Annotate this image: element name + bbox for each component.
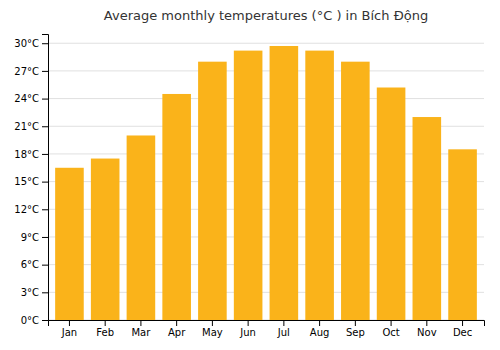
y-tick-label: 6°C [21, 259, 39, 270]
x-tick: Oct [382, 320, 399, 338]
y-tick-mark [42, 292, 48, 293]
y-tick-mark [42, 154, 48, 155]
y-tick-mark [42, 99, 48, 100]
y-tick: 18°C [14, 149, 48, 160]
x-tick-mark [140, 320, 141, 326]
x-tick-label: Mar [131, 327, 151, 338]
bar [162, 94, 191, 320]
bar [198, 62, 227, 320]
y-tick: 21°C [14, 121, 48, 132]
grid-line [48, 70, 484, 71]
y-tick-label: 3°C [21, 287, 39, 298]
x-tick-label: Apr [168, 327, 186, 338]
x-axis-line [49, 321, 485, 327]
y-tick: 15°C [14, 176, 48, 187]
y-axis-line [42, 35, 49, 321]
x-tick-label: Feb [96, 327, 114, 338]
bar [305, 51, 334, 320]
bar [413, 117, 442, 320]
x-tick: Mar [131, 320, 151, 338]
y-tick-label: 27°C [14, 66, 39, 77]
x-tick: Nov [417, 320, 437, 338]
x-tick-label: Nov [417, 327, 437, 338]
y-tick: 0°C [21, 315, 48, 326]
bar [55, 168, 84, 320]
y-tick-mark [42, 320, 48, 321]
y-tick-mark [42, 209, 48, 210]
y-tick: 24°C [14, 93, 48, 104]
x-tick-mark [248, 320, 249, 326]
y-tick-label: 12°C [14, 204, 39, 215]
y-tick-mark [42, 126, 48, 127]
x-tick-label: Sep [346, 327, 365, 338]
x-tick: May [202, 320, 223, 338]
x-tick-mark [319, 320, 320, 326]
bar [127, 135, 156, 320]
x-tick-mark [462, 320, 463, 326]
y-tick-mark [42, 43, 48, 44]
bars [55, 46, 477, 320]
plot: Jan Feb Mar Apr May Jun Jul Aug Sep Oct Nov Dec 0°C 3… [14, 35, 484, 339]
title: Average monthly temperatures (°C ) in Bí… [104, 8, 428, 23]
y-tick: 30°C [14, 38, 48, 49]
y-tick-label: 15°C [14, 176, 39, 187]
y-tick-label: 30°C [14, 38, 39, 49]
y-tick: 27°C [14, 66, 48, 77]
x-tick-mark [69, 320, 70, 326]
x-tick-mark [426, 320, 427, 326]
x-tick: Sep [346, 320, 365, 338]
bar [234, 51, 263, 320]
x-tick: Dec [453, 320, 472, 338]
y-tick-label: 24°C [14, 93, 39, 104]
x-tick: Jul [277, 320, 290, 338]
y-axis: 0°C 3°C 6°C 9°C 12°C 15°C 18°C 21°C 24°C 27°C 30°C [14, 35, 48, 326]
bar [377, 88, 406, 320]
x-tick: Jan [61, 320, 77, 338]
bar [448, 149, 477, 320]
y-tick: 6°C [21, 259, 48, 270]
y-tick-mark [42, 182, 48, 183]
x-tick-mark [212, 320, 213, 326]
grid-line [48, 43, 484, 44]
x-axis: Jan Feb Mar Apr May Jun Jul Aug Sep Oct Nov Dec [49, 320, 485, 338]
bar [91, 159, 120, 320]
y-tick-label: 21°C [14, 121, 39, 132]
y-tick-label: 9°C [21, 232, 39, 243]
x-tick-label: Aug [310, 327, 330, 338]
bar [341, 62, 370, 320]
y-tick: 12°C [14, 204, 48, 215]
x-tick-mark [176, 320, 177, 326]
chart: Jan Feb Mar Apr May Jun Jul Aug Sep Oct Nov Dec 0°C 3… [0, 0, 500, 350]
x-tick-label: Oct [382, 327, 399, 338]
y-tick: 9°C [21, 232, 48, 243]
x-tick-label: Jun [239, 327, 256, 338]
x-tick-label: Jul [277, 327, 290, 338]
bar [270, 46, 299, 320]
y-tick-mark [42, 237, 48, 238]
y-tick-mark [42, 265, 48, 266]
y-tick-label: 0°C [21, 315, 39, 326]
x-tick-label: Jan [61, 327, 77, 338]
x-tick-mark [105, 320, 106, 326]
x-tick: Aug [310, 320, 330, 338]
x-tick-mark [355, 320, 356, 326]
y-tick-label: 18°C [14, 149, 39, 160]
y-tick-mark [42, 71, 48, 72]
grid-line [48, 98, 484, 99]
x-tick-label: May [202, 327, 223, 338]
x-tick: Feb [96, 320, 114, 338]
x-tick-mark [391, 320, 392, 326]
x-tick: Apr [168, 320, 186, 338]
grid [48, 43, 484, 320]
x-tick-mark [283, 320, 284, 326]
x-tick: Jun [239, 320, 256, 338]
x-tick-label: Dec [453, 327, 472, 338]
y-tick: 3°C [21, 287, 48, 298]
